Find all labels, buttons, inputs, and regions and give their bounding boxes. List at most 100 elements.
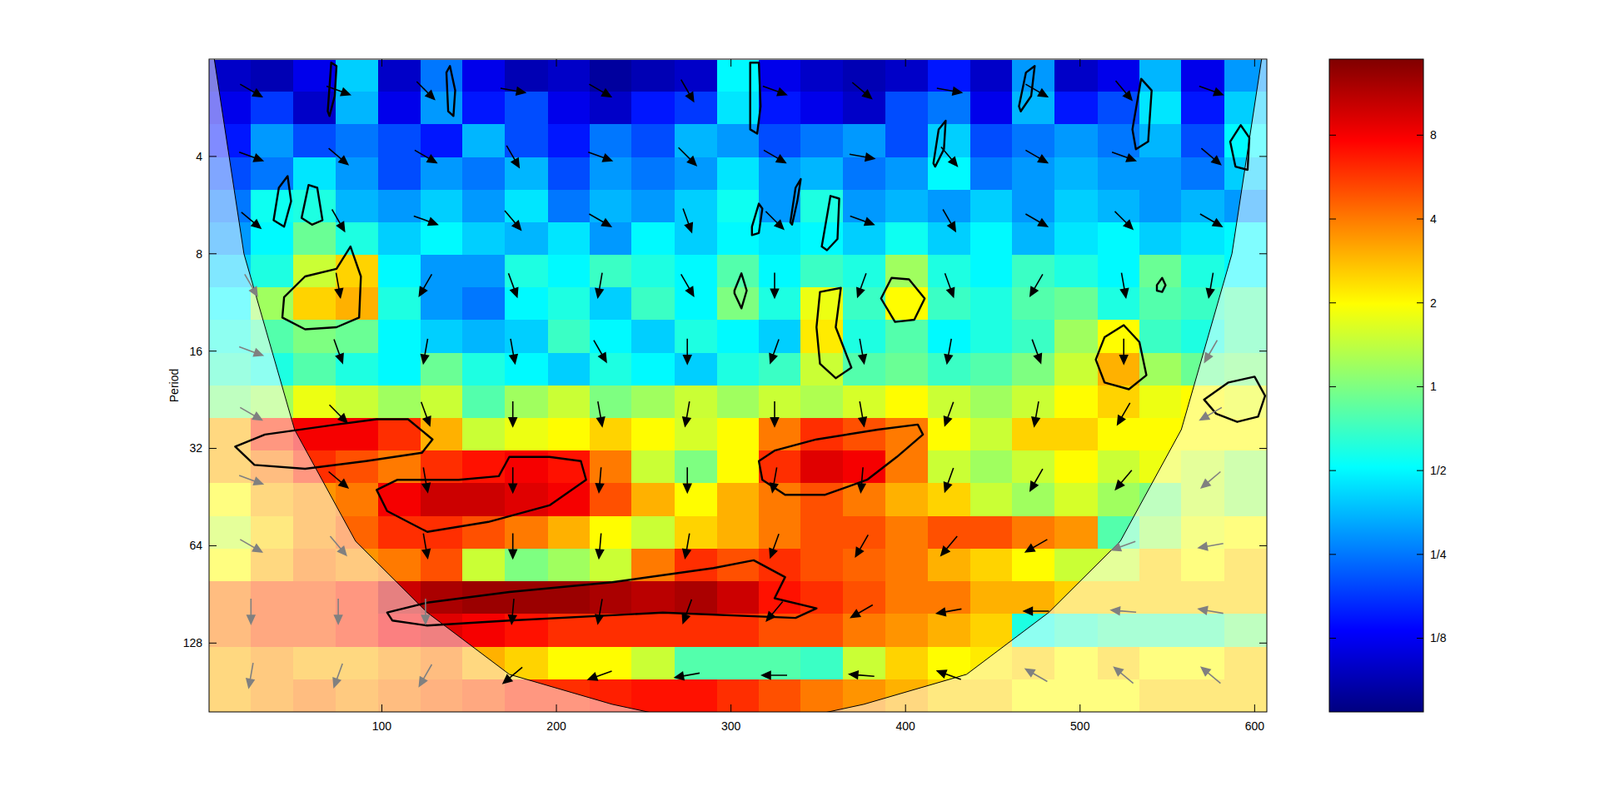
phase-arrow [1198, 543, 1224, 551]
phase-arrow [508, 598, 517, 624]
cell [842, 189, 887, 224]
phase-arrow [588, 152, 612, 162]
phase-arrow [1206, 273, 1215, 299]
cell [378, 287, 421, 321]
cell [800, 385, 843, 419]
phase-arrow [414, 149, 437, 163]
phase-arrow [422, 467, 430, 493]
cell [335, 483, 379, 517]
phase-arrow [335, 273, 344, 299]
cell [885, 222, 929, 256]
cell [927, 59, 971, 93]
cell [631, 450, 675, 484]
cell [1054, 157, 1098, 191]
colorbar-tick [1329, 219, 1424, 220]
cell [717, 581, 760, 615]
cell [589, 222, 633, 256]
cell [885, 91, 929, 125]
phase-arrow [771, 401, 779, 427]
phase-arrow [682, 401, 691, 427]
cell [1054, 189, 1098, 224]
cell [631, 353, 675, 387]
cell [462, 222, 506, 256]
phase-arrow [941, 146, 958, 166]
cell [1097, 157, 1141, 191]
cell [420, 287, 464, 321]
phase-arrow [1200, 407, 1222, 420]
cell [970, 418, 1013, 452]
significance-contour [387, 560, 818, 626]
phase-arrow [1025, 149, 1047, 163]
cell [927, 91, 971, 125]
cell [589, 548, 633, 583]
cell [885, 613, 929, 648]
phase-arrow [857, 273, 867, 297]
cell [1011, 91, 1056, 125]
cell [800, 59, 843, 93]
phase-arrow [683, 338, 692, 364]
cell [293, 385, 337, 419]
phase-arrow [678, 147, 697, 165]
cell [674, 319, 718, 354]
cell [504, 516, 549, 550]
cell [631, 319, 675, 354]
phase-arrow [1201, 148, 1221, 165]
cell [631, 581, 675, 615]
cell [378, 157, 421, 191]
cell [631, 124, 675, 158]
cell [1054, 483, 1098, 517]
cell [504, 91, 549, 125]
cell [335, 189, 379, 224]
cell [631, 613, 675, 648]
colorbar-tick [1329, 470, 1424, 472]
x-tick-label: 500 [1070, 719, 1091, 733]
cell [589, 254, 633, 289]
cell [800, 418, 843, 452]
phase-arrow [1117, 403, 1131, 425]
significance-contour [234, 419, 433, 470]
significance-contour [1156, 278, 1166, 293]
cell [1054, 450, 1098, 484]
phase-arrow [857, 467, 866, 493]
colorbar [1329, 59, 1424, 713]
cell [548, 548, 591, 583]
phase-arrow [1025, 214, 1047, 227]
phase-arrow [682, 208, 693, 232]
phase-arrow [1111, 541, 1136, 551]
phase-arrow [244, 274, 258, 296]
cell [548, 189, 591, 224]
cell [548, 353, 591, 387]
phase-arrow [1115, 211, 1133, 230]
cell [970, 222, 1013, 256]
cell [631, 189, 675, 224]
cell [758, 613, 802, 648]
phase-arrow [944, 468, 954, 492]
cell [378, 222, 421, 256]
cell [1181, 222, 1225, 256]
phase-arrow [421, 402, 431, 426]
cell [1011, 581, 1056, 615]
cell [1011, 548, 1056, 583]
cell [378, 59, 421, 93]
phase-arrow [239, 152, 263, 162]
phase-arrow [588, 84, 611, 97]
cell [674, 647, 718, 681]
cell [842, 124, 887, 158]
cell [1097, 189, 1141, 224]
phase-arrow [1025, 84, 1047, 97]
significance-contour [881, 278, 925, 323]
y-tick [209, 350, 1267, 352]
phase-arrow [1023, 608, 1049, 616]
cell [589, 581, 633, 615]
phase-arrow [858, 401, 867, 427]
phase-arrow [421, 338, 429, 364]
cell [548, 385, 591, 419]
cell [717, 91, 760, 125]
colorbar-tick [1329, 302, 1424, 304]
cell [1054, 222, 1098, 256]
cell [758, 418, 802, 452]
cell [717, 647, 760, 681]
cell [1097, 254, 1141, 289]
cell [589, 418, 633, 452]
phase-arrow [239, 539, 262, 553]
